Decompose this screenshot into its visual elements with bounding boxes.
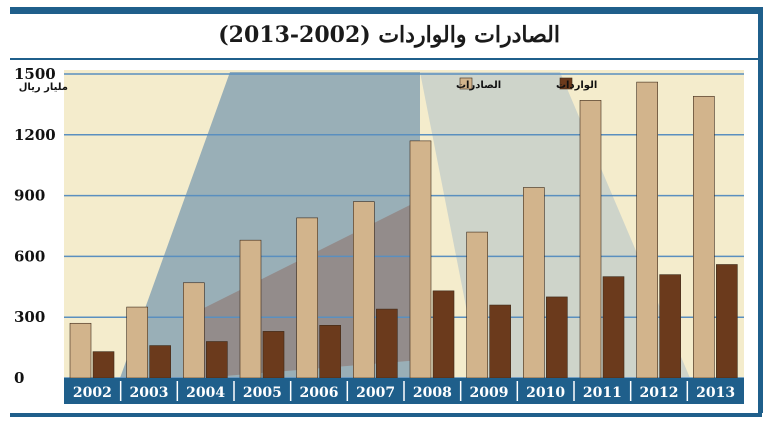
x-tick-label: 2013 [696, 385, 735, 401]
bar-imports [489, 304, 511, 379]
legend-swatch-imports [559, 77, 573, 90]
bar-imports [659, 274, 681, 379]
y-tick-label: 600 [14, 247, 45, 265]
bar-imports [319, 325, 341, 379]
bar-exports [239, 239, 262, 379]
bar-exports [183, 282, 205, 379]
bar-imports [432, 290, 455, 379]
top-border [10, 7, 762, 14]
x-tick-label: 2003 [130, 385, 169, 401]
x-tick-label: 2002 [73, 385, 112, 401]
bar-imports [716, 264, 738, 379]
bar-exports [126, 306, 148, 379]
bar-exports [523, 187, 545, 379]
bar-imports [602, 276, 625, 379]
bar-imports [376, 308, 398, 379]
x-tick-label: 2011 [583, 385, 622, 401]
bar-exports [693, 95, 715, 379]
y-tick-label: 900 [14, 187, 45, 205]
chart-title: الصادرات والواردات (2002-2013) [218, 22, 560, 48]
legend-swatch-exports [459, 77, 473, 90]
y-axis-label: مليار ريال [19, 82, 68, 93]
y-tick-label: 300 [14, 308, 45, 326]
right-border [758, 7, 763, 413]
bar-imports [149, 345, 171, 379]
y-tick-label: 0 [14, 369, 24, 387]
bar-exports [579, 100, 602, 379]
bar-chart: 0 300 600 900 1200 1500 2002 2003 2004 2005 2006 2… [14, 65, 744, 404]
x-tick-label: 2008 [413, 385, 452, 401]
bar-exports [466, 231, 488, 379]
x-tick-label: 2007 [356, 385, 395, 401]
bar-imports [92, 351, 115, 379]
bar-exports [69, 322, 92, 379]
x-tick-label: 2006 [300, 385, 339, 401]
y-tick-label: 1200 [14, 126, 56, 144]
y-tick-label: 1500 [14, 65, 56, 83]
legend-label-imports: الواردات [556, 80, 597, 91]
bar-exports [296, 217, 318, 379]
title-divider [10, 58, 760, 60]
bar-exports [636, 81, 658, 379]
bar-exports [409, 140, 432, 379]
bar-imports [546, 296, 568, 379]
x-tick-label: 2012 [640, 385, 679, 401]
bar-exports [353, 201, 375, 379]
x-tick-label: 2009 [470, 385, 509, 401]
legend-label-exports: الصادرات [456, 80, 501, 91]
x-tick-label: 2004 [186, 385, 225, 401]
x-tick-label: 2010 [526, 385, 565, 401]
x-tick-label: 2005 [243, 385, 282, 401]
bar-imports [262, 331, 285, 379]
bottom-border [10, 413, 762, 417]
bar-imports [206, 341, 228, 379]
